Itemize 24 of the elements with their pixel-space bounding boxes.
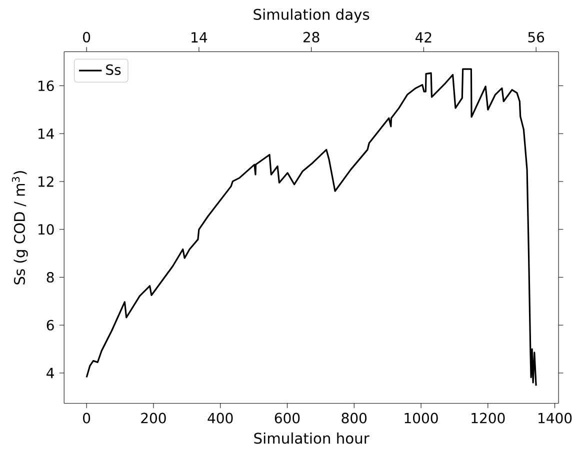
y-tick-label: 14	[38, 128, 54, 139]
y-axis-title: Ss (g COD / m$^{3}$)	[12, 171, 28, 285]
x-axis-title: Simulation hour	[254, 432, 370, 444]
x-tick-label: 800	[342, 412, 367, 424]
x-tick-label: 0	[83, 412, 90, 424]
legend-label: Ss	[106, 64, 121, 76]
x-tick-label: 200	[141, 412, 166, 424]
x2-tick-label: 28	[303, 32, 320, 43]
x2-tick-label: 0	[83, 32, 90, 43]
x-tick-label: 600	[274, 412, 300, 424]
y-tick-label: 10	[38, 224, 54, 235]
y-tick-label: 6	[46, 320, 54, 330]
y-tick-label: 12	[38, 176, 54, 187]
y-tick-label: 16	[38, 80, 54, 92]
y-tick-label: 8	[46, 272, 54, 283]
x2-tick-label: 56	[528, 32, 544, 43]
x2-tick-label: 14	[192, 32, 208, 43]
x-tick-label: 1000	[404, 412, 438, 424]
x-tick-label: 1400	[538, 412, 572, 424]
x-tick-label: 400	[208, 412, 233, 424]
x2-axis-title: Simulation days	[254, 8, 370, 23]
x2-tick-label: 42	[416, 32, 432, 43]
y-tick-label: 4	[46, 368, 54, 378]
x-tick-label: 1200	[472, 412, 505, 424]
